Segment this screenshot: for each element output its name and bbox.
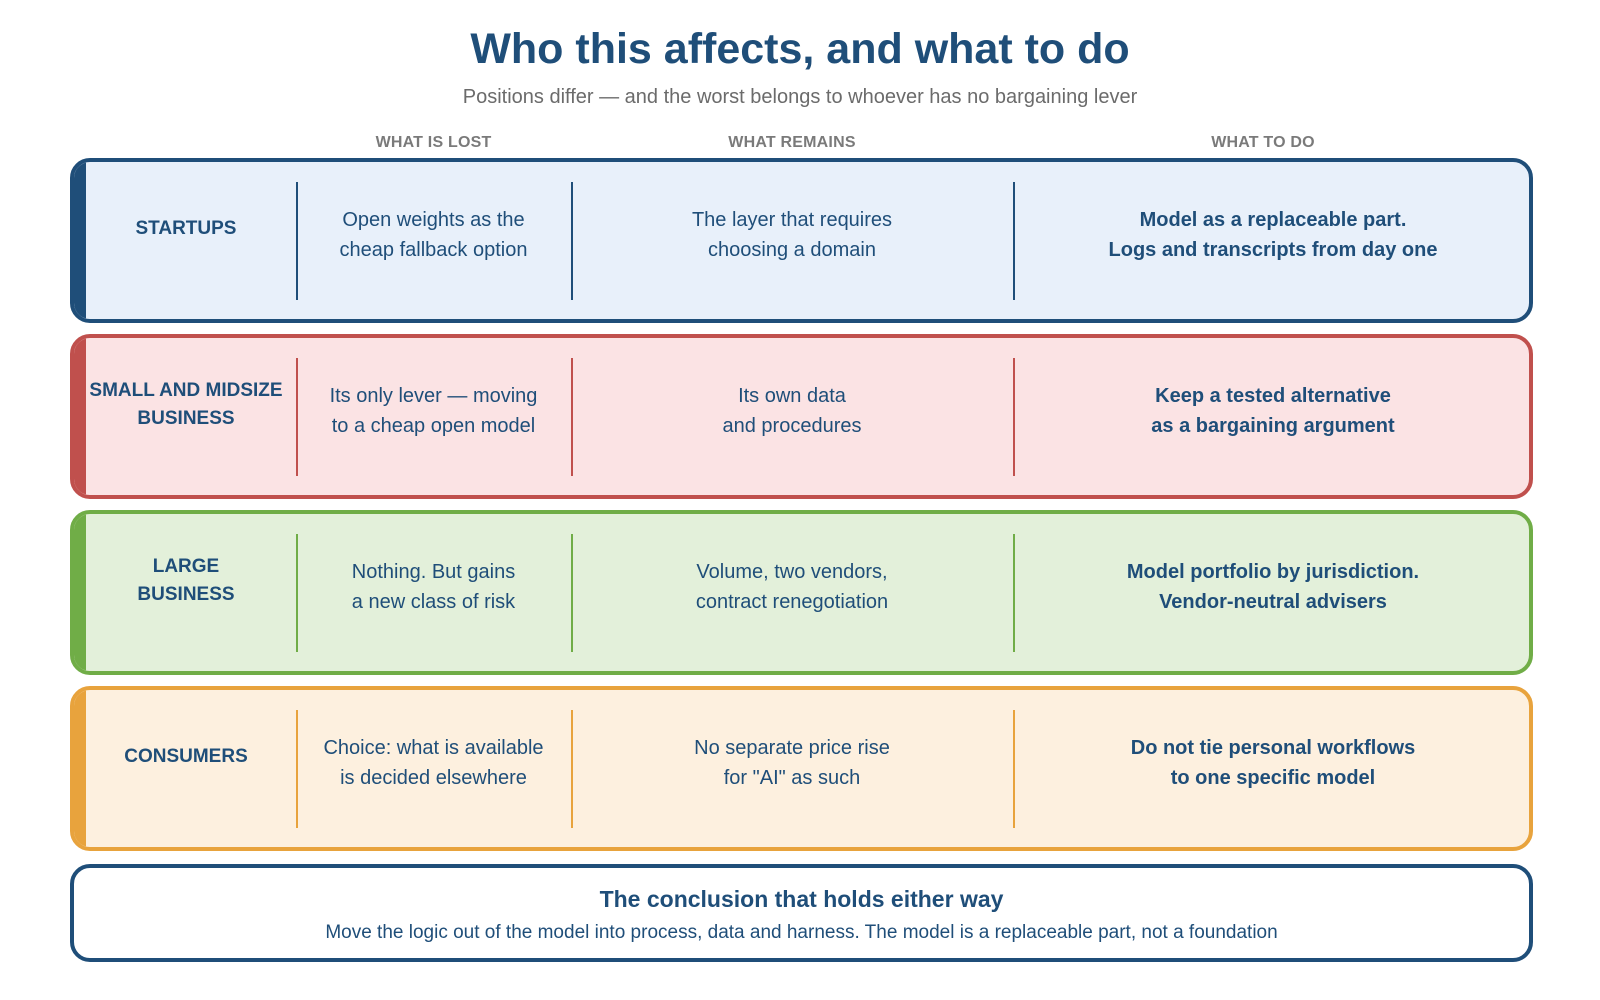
column-divider (1013, 534, 1015, 652)
cell-what-to-do: Model as a replaceable part. Logs and tr… (1108, 208, 1438, 261)
column-header-what-is-lost: WHAT IS LOST (375, 134, 492, 151)
cell-what-to-do: Do not tie personal workflows to one spe… (1130, 736, 1416, 789)
cell-what-is-lost: Nothing. But gains a new class of risk (351, 560, 516, 613)
row-accent-bar (74, 514, 86, 671)
column-divider (296, 182, 298, 300)
column-divider (1013, 710, 1015, 828)
row-accent-bar (74, 690, 86, 847)
cell-what-is-lost: Choice: what is available is decided els… (323, 736, 544, 789)
cell-what-is-lost: Its only lever — moving to a cheap open … (329, 384, 538, 437)
row-accent-bar (74, 338, 86, 495)
row-label: STARTUPS (135, 217, 237, 239)
column-divider (1013, 358, 1015, 476)
cell-what-remains: The layer that requires choosing a domai… (691, 208, 893, 261)
row-small-midsize-business: SMALL AND MIDSIZE BUSINESS Its only leve… (70, 334, 1533, 499)
column-divider (571, 358, 573, 476)
column-header-what-remains: WHAT REMAINS (728, 134, 856, 151)
column-divider (571, 710, 573, 828)
page-title: Who this affects, and what to do (470, 25, 1130, 73)
row-startups: STARTUPS Open weights as the cheap fallb… (70, 158, 1533, 323)
conclusion-text: Move the logic out of the model into pro… (325, 922, 1278, 943)
row-consumers: CONSUMERS Choice: what is available is d… (70, 686, 1533, 851)
row-accent-bar (74, 162, 86, 319)
column-divider (571, 534, 573, 652)
row-large-business: LARGE BUSINESS Nothing. But gains a new … (70, 510, 1533, 675)
row-label: CONSUMERS (124, 745, 248, 767)
cell-what-remains: Its own data and procedures (722, 384, 862, 437)
row-label: SMALL AND MIDSIZE BUSINESS (89, 379, 283, 429)
column-header-what-to-do: WHAT TO DO (1211, 134, 1315, 151)
row-label: LARGE BUSINESS (137, 555, 235, 605)
cell-what-to-do: Model portfolio by jurisdiction. Vendor-… (1126, 560, 1420, 613)
column-divider (1013, 182, 1015, 300)
cell-what-remains: Volume, two vendors, contract renegotiat… (695, 560, 889, 613)
cell-what-to-do: Keep a tested alternative as a bargainin… (1151, 384, 1395, 437)
column-divider (571, 182, 573, 300)
cell-what-is-lost: Open weights as the cheap fallback optio… (339, 208, 528, 261)
conclusion-box: The conclusion that holds either way Mov… (70, 864, 1533, 962)
page-subtitle: Positions differ — and the worst belongs… (462, 86, 1138, 108)
cell-what-remains: No separate price rise for "AI" as such (694, 736, 890, 789)
column-divider (296, 710, 298, 828)
column-divider (296, 534, 298, 652)
conclusion-title: The conclusion that holds either way (599, 886, 1004, 912)
column-divider (296, 358, 298, 476)
